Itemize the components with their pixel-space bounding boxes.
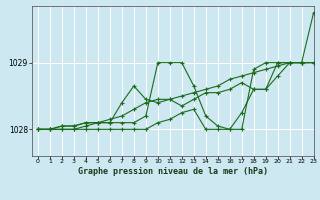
X-axis label: Graphe pression niveau de la mer (hPa): Graphe pression niveau de la mer (hPa) (78, 167, 268, 176)
